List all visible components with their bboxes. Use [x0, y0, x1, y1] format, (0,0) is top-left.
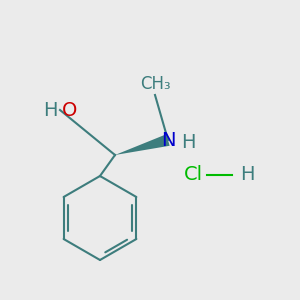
Text: H: H	[181, 134, 195, 152]
Text: N: N	[161, 130, 175, 149]
Text: CH₃: CH₃	[140, 75, 170, 93]
Text: H: H	[240, 166, 254, 184]
Polygon shape	[115, 134, 170, 155]
Text: H: H	[44, 100, 58, 119]
Text: Cl: Cl	[184, 166, 203, 184]
Text: O: O	[62, 100, 77, 119]
